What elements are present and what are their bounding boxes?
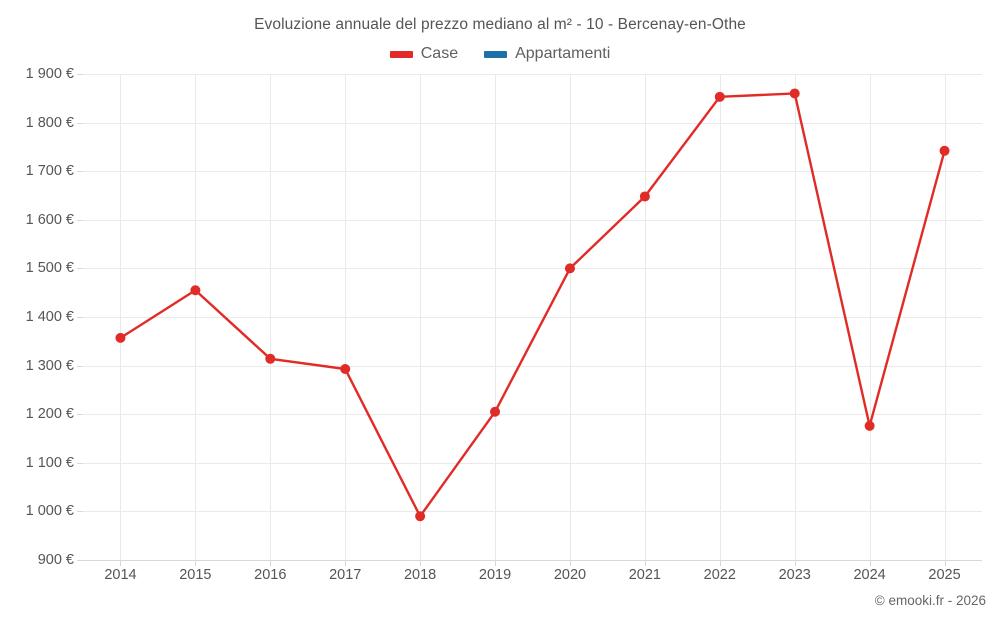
x-axis-tick-label: 2024: [853, 567, 886, 583]
y-axis-tickmark: [77, 317, 83, 318]
x-axis-tick-label: 2025: [928, 567, 961, 583]
x-axis-tickmark: [120, 560, 122, 566]
y-axis-tick-label: 1 300 €: [25, 357, 74, 374]
gridline-vertical: [495, 74, 497, 560]
x-axis-tickmark: [420, 560, 422, 566]
y-axis-tick-label: 1 600 €: [25, 211, 74, 228]
gridline-horizontal: [83, 462, 982, 464]
y-axis-tick-label: 1 700 €: [25, 163, 74, 180]
x-axis-tick-label: 2014: [104, 567, 137, 583]
gridline-horizontal: [83, 122, 982, 124]
y-axis-tick-labels: 900 € 1 000 € 1 100 € 1 200 € 1 300 € 1 400 €…: [0, 0, 74, 625]
x-axis-tickmark: [869, 560, 871, 566]
y-axis-tickmark: [77, 122, 83, 124]
legend-label-appartamenti: Appartamenti: [515, 45, 611, 62]
x-axis-tick-label: 2020: [553, 567, 587, 583]
x-axis-tickmark: [345, 560, 347, 566]
x-axis-tick-label: 2023: [778, 567, 811, 583]
gridline-horizontal: [83, 219, 982, 221]
x-axis-tick-label: 2019: [478, 567, 512, 583]
gridline-vertical: [195, 74, 197, 560]
y-axis-tickmark: [77, 462, 83, 464]
credit-text: © emooki.fr - 2026: [874, 593, 986, 608]
legend-item-appartamenti[interactable]: Appartamenti: [484, 45, 610, 63]
y-axis-tick-label: 1 500 €: [25, 260, 74, 277]
y-axis-tickmark: [77, 268, 83, 270]
y-axis-tickmark: [77, 365, 83, 367]
gridline-horizontal: [83, 317, 982, 318]
legend-label-case: Case: [420, 45, 459, 62]
y-axis-tick-label: 1 200 €: [25, 406, 74, 423]
gridline-vertical: [644, 74, 646, 560]
y-axis-tick-label: 1 400 €: [25, 309, 74, 325]
x-axis-tick-label: 2015: [179, 567, 212, 583]
gridline-vertical: [869, 74, 871, 560]
x-axis-tickmark: [794, 560, 796, 566]
x-axis-tickmark: [270, 560, 272, 566]
x-axis-tickmark: [719, 560, 721, 566]
gridline-horizontal: [83, 365, 982, 367]
chart-title: Evoluzione annuale del prezzo mediano al…: [254, 16, 746, 33]
x-axis-tickmark: [195, 560, 197, 566]
x-axis-tickmark: [495, 560, 497, 566]
x-axis-tickmark: [569, 560, 571, 566]
y-axis-tick-label: 1 800 €: [25, 114, 74, 131]
x-axis-tick-label: 2016: [254, 567, 287, 583]
legend-item-case[interactable]: Case: [389, 45, 459, 63]
x-axis-tickmark: [644, 560, 646, 566]
legend-swatch-case: [389, 50, 413, 58]
y-axis-tickmark: [77, 414, 83, 416]
x-axis-line: [83, 560, 982, 561]
gridline-horizontal: [83, 414, 982, 416]
x-axis-tick-label: 2017: [329, 567, 362, 583]
y-axis-tickmark: [77, 219, 83, 221]
gridline-vertical: [420, 74, 422, 560]
gridline-vertical: [569, 74, 571, 560]
y-axis-tick-label: 1 900 €: [25, 66, 74, 82]
y-axis-tick-label: 1 000 €: [25, 503, 74, 520]
gridline-horizontal: [83, 268, 982, 270]
y-axis-tickmark: [77, 511, 83, 513]
gridline-vertical: [719, 74, 721, 560]
y-axis-tickmark: [77, 171, 83, 173]
y-axis-tick-label: 1 100 €: [25, 454, 74, 471]
x-axis-tick-label: 2021: [628, 567, 662, 583]
gridline-horizontal: [83, 171, 982, 173]
x-axis-tickmark: [944, 560, 946, 566]
y-axis-tickmark: [77, 560, 83, 561]
chart-legend: Case Appartamenti: [0, 45, 1000, 63]
x-axis-tick-label: 2022: [703, 567, 736, 583]
y-axis-tickmark: [77, 74, 83, 75]
gridline-vertical: [944, 74, 946, 560]
x-axis-tick-label: 2018: [403, 567, 437, 583]
plot-area: [83, 74, 982, 560]
gridline-vertical: [794, 74, 796, 560]
gridline-vertical: [120, 74, 122, 560]
gridline-horizontal: [83, 74, 982, 75]
legend-swatch-appartamenti: [484, 50, 508, 58]
gridline-vertical: [270, 74, 272, 560]
y-axis-tick-label: 900 €: [37, 552, 74, 568]
gridline-vertical: [345, 74, 347, 560]
gridline-horizontal: [83, 511, 982, 513]
